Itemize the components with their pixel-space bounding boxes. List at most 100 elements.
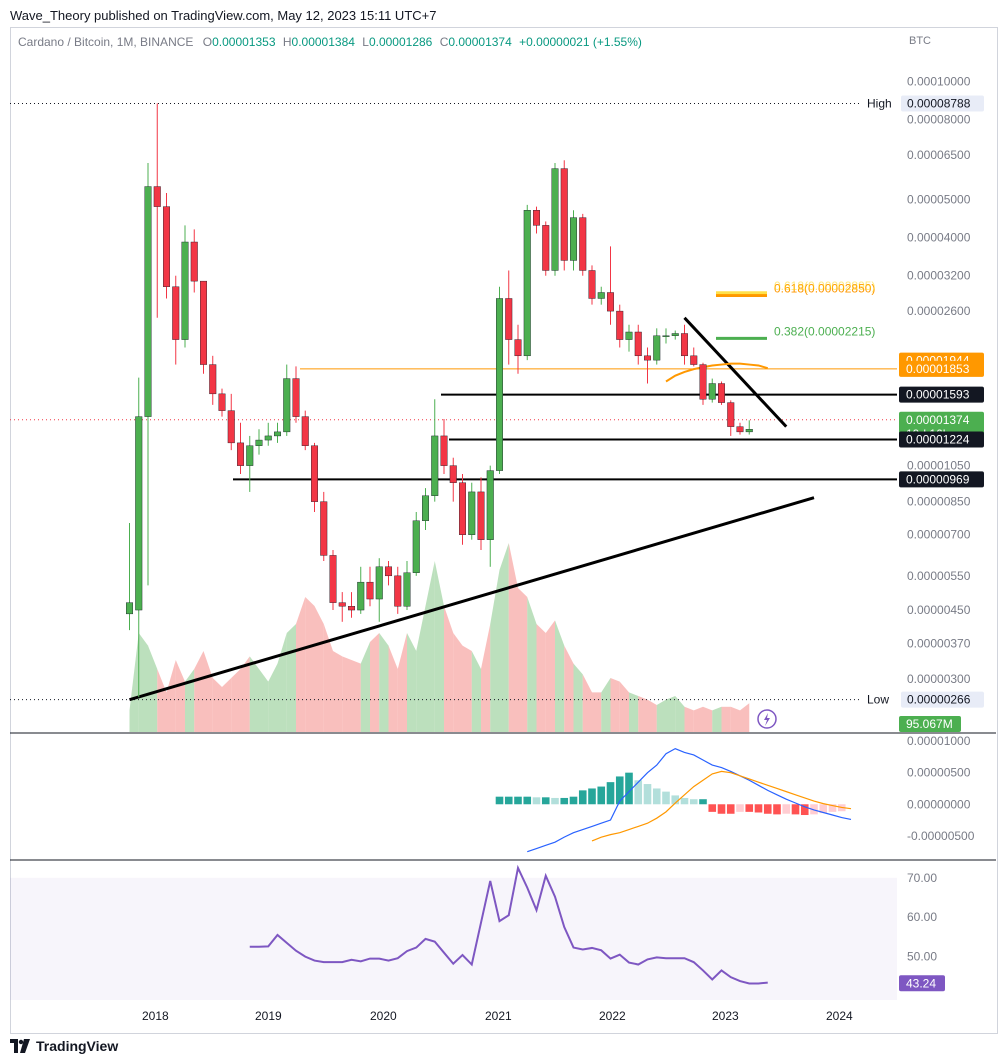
candle-body	[570, 217, 578, 261]
tradingview-footer: TradingView	[10, 1038, 118, 1054]
lightning-icon[interactable]	[757, 709, 777, 729]
candle-body	[588, 270, 596, 299]
macd-histogram-bar	[569, 796, 578, 805]
volume-area-segment	[388, 645, 398, 732]
volume-area-segment	[212, 678, 222, 732]
time-axis-tick: 2024	[826, 1009, 853, 1023]
price-axis-tick: 0.00003200	[907, 269, 971, 283]
macd-histogram-bar	[699, 799, 707, 805]
symbol-bar: Cardano / Bitcoin, 1M, BINANCE O0.000013…	[18, 35, 642, 49]
candle-body	[533, 210, 541, 226]
candle-body	[162, 206, 170, 287]
candle-body	[153, 186, 161, 207]
macd-signal-line	[591, 770, 852, 842]
candle-body	[644, 355, 652, 361]
volume-area-segment	[619, 681, 629, 732]
ema-price-label: 0.00001853	[906, 362, 970, 376]
rsi-axis-tick: 50.00	[907, 950, 937, 964]
macd-histogram-bar	[634, 780, 643, 805]
volume-area-segment	[666, 696, 676, 732]
extreme-tag-bg	[862, 95, 898, 112]
volume-area-segment	[527, 597, 537, 732]
volume-area-segment	[342, 656, 352, 732]
volume-area-segment	[360, 642, 370, 732]
symbol-name[interactable]: Cardano / Bitcoin, 1M, BINANCE	[18, 35, 194, 49]
fib-level-label: 0.618(0.00002895)	[774, 279, 875, 293]
candle-body	[653, 335, 661, 361]
volume-area-segment	[573, 663, 583, 732]
macd-histogram-bar	[597, 786, 606, 805]
candle-body	[301, 416, 309, 446]
candle-body	[366, 581, 374, 600]
candle-body	[745, 429, 753, 433]
price-axis-tick: 0.00006500	[907, 148, 971, 162]
volume-area-segment	[730, 706, 740, 732]
volume-area-segment	[684, 706, 694, 732]
volume-area-segment	[564, 645, 574, 732]
macd-histogram-bar	[514, 796, 522, 805]
candle-body	[514, 339, 522, 357]
volume-area-segment	[148, 645, 158, 732]
volume-area-segment	[222, 678, 232, 732]
macd-histogram-bar	[588, 788, 596, 805]
candle-body	[135, 416, 143, 611]
volume-area-segment	[508, 543, 518, 732]
volume-area-segment	[379, 633, 389, 732]
volume-area-segment	[712, 706, 722, 732]
level-price-label-box	[899, 471, 984, 488]
rsi-band	[10, 877, 897, 1000]
macd-histogram-bar	[541, 797, 550, 805]
candle-body	[403, 572, 411, 607]
volume-area-segment	[166, 660, 176, 732]
volume-area-segment	[175, 660, 185, 732]
candle-body	[227, 410, 235, 444]
candle-body	[736, 426, 744, 433]
volume-area-segment	[656, 699, 666, 732]
publisher-line: Wave_Theory published on TradingView.com…	[10, 8, 437, 23]
candle-body	[125, 602, 133, 615]
fib-level-label: 0.618(0.00002850)	[774, 281, 875, 295]
candle-body	[440, 435, 448, 466]
time-axis-tick: 2021	[485, 1009, 512, 1023]
last-price-label: 0.00001374	[906, 413, 970, 427]
macd-histogram-bar	[828, 804, 837, 812]
macd-histogram-bar	[736, 804, 744, 812]
volume-area-segment	[740, 703, 750, 732]
extreme-tag-bg	[862, 691, 898, 708]
volume-area-segment	[490, 570, 500, 732]
price-axis-tick: 0.00008000	[907, 113, 971, 127]
macd-histogram-bar	[532, 797, 541, 805]
macd-histogram-bar	[560, 797, 569, 805]
volume-area-segment	[305, 597, 315, 732]
level-price-label-box	[899, 431, 984, 448]
level-price-label: 0.00001224	[906, 433, 970, 447]
volume-area-segment	[444, 606, 454, 732]
trendline	[683, 316, 788, 428]
candle-body	[320, 501, 328, 556]
level-price-label: 0.00000969	[906, 472, 970, 486]
candle-body	[542, 225, 550, 271]
candle-body	[311, 445, 319, 502]
volume-area-segment	[157, 669, 167, 732]
tradingview-logo-icon	[10, 1039, 30, 1053]
volume-area-segment	[693, 706, 703, 732]
volume-area-segment	[545, 620, 555, 732]
price-axis-tick: 0.00000550	[907, 569, 971, 583]
candle-body	[274, 431, 282, 437]
macd-histogram-bar	[495, 796, 504, 805]
volume-area-segment	[370, 633, 380, 732]
price-axis-tick: 0.00004000	[907, 231, 971, 245]
macd-histogram-bar	[745, 804, 754, 812]
low-value: 0.00001286	[368, 35, 433, 49]
volume-area-segment	[277, 633, 287, 732]
candle-body	[634, 331, 642, 357]
candle-body	[394, 575, 402, 607]
volume-area-segment	[629, 692, 639, 732]
ema-line	[665, 362, 769, 383]
macd-histogram-bar	[625, 772, 633, 805]
macd-histogram-bar	[671, 795, 680, 805]
macd-histogram-bar	[689, 799, 698, 805]
macd-histogram-bar	[819, 804, 828, 814]
rsi-last-value: 43.24	[906, 976, 936, 990]
